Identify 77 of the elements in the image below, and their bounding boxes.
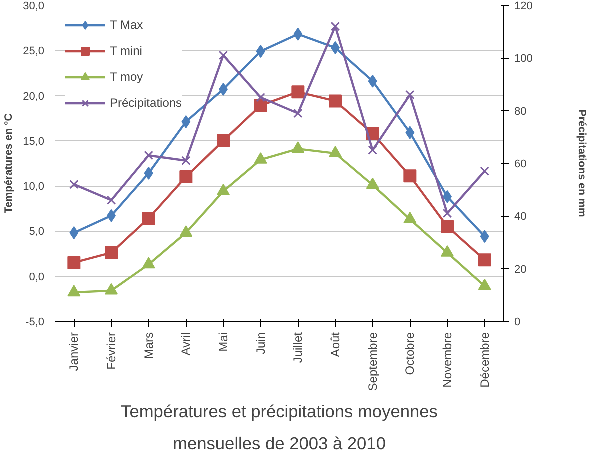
y-tick-label: 20,0 (23, 90, 45, 103)
y-tick-label: -5,0 (26, 316, 45, 328)
y2-tick-label: 40 (514, 211, 527, 224)
point (406, 90, 415, 100)
point (368, 146, 378, 155)
y2-tick-label: 80 (514, 106, 527, 118)
y-tick-label: 30,0 (23, 0, 45, 12)
x-tick-label: Avril (179, 332, 194, 356)
point (329, 94, 342, 108)
legend-label: T mini (110, 44, 142, 58)
y2-axis-title: Précipitations en mm (576, 110, 588, 218)
point (478, 278, 492, 290)
point (478, 254, 492, 267)
point (368, 74, 378, 88)
point (182, 115, 191, 128)
point (182, 156, 191, 166)
point (480, 230, 490, 244)
point (404, 170, 417, 183)
x-tick-label: Septembre (366, 332, 380, 392)
point (404, 212, 417, 224)
x-tick-label: Mars (142, 332, 156, 360)
point (105, 283, 118, 295)
point (254, 99, 268, 112)
y-axis-title: Températures en °C (3, 113, 16, 214)
y-tick-label: 15,0 (23, 136, 45, 148)
point (106, 196, 116, 206)
text: Températures et précipitations moyennes mensuelles de 2003 à 2010 (121, 402, 438, 454)
x-tick-label: Novembre (440, 332, 454, 388)
y-tick-label: 25,0 (23, 46, 45, 58)
point (68, 285, 81, 297)
point (292, 86, 305, 99)
point (180, 170, 193, 184)
point (441, 220, 454, 234)
point (68, 256, 81, 270)
point (330, 22, 340, 32)
point (144, 166, 154, 180)
point (142, 212, 156, 226)
x-tick-label: Octobre (403, 332, 418, 376)
x-tick-label: Mai (216, 332, 230, 352)
y2-tick-label: 0 (514, 316, 521, 328)
point (442, 208, 452, 218)
y2-tick-label: 20 (514, 264, 527, 276)
point (217, 184, 230, 196)
point (366, 178, 380, 190)
point (480, 166, 490, 176)
point (144, 150, 154, 160)
point (70, 180, 79, 190)
y-tick-label: 0,0 (29, 271, 45, 284)
x-tick-label: Juillet (291, 332, 306, 364)
y-tick-label: 10,0 (23, 181, 45, 194)
point (294, 108, 303, 118)
point (406, 126, 415, 140)
point (256, 93, 266, 102)
point (70, 226, 79, 240)
x-tick-label: Février (104, 332, 118, 370)
point (441, 245, 454, 257)
point (256, 45, 266, 58)
legend-label: T moy (110, 70, 144, 84)
point (254, 152, 268, 164)
point (105, 246, 118, 260)
point (292, 142, 305, 154)
x-tick-label: Janvier (67, 332, 82, 372)
y-tick-label: 5,0 (29, 226, 45, 238)
x-tick-label: Décembre (478, 332, 492, 388)
point (218, 50, 228, 60)
point (217, 134, 230, 148)
y2-tick-label: 120 (514, 0, 533, 12)
y2-tick-label: 100 (514, 53, 533, 66)
legend-label: T Max (110, 18, 144, 32)
y2-tick-label: 60 (514, 158, 527, 170)
x-tick-label: Juin (254, 332, 268, 355)
legend-label: Précipitations (110, 96, 182, 110)
point (180, 226, 193, 237)
point (294, 28, 303, 41)
point (329, 146, 342, 158)
point (142, 257, 156, 269)
x-tick-label: Août (328, 332, 342, 358)
